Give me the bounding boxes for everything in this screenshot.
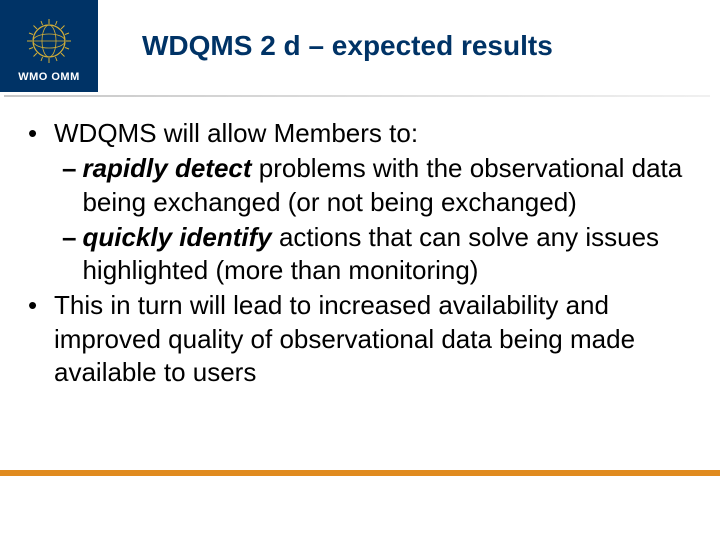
bullet-text: WDQMS will allow Members to:	[54, 117, 696, 150]
title-area: WDQMS 2 d – expected results	[98, 0, 720, 62]
bullet-text: quickly identify actions that can solve …	[82, 221, 696, 288]
wmo-emblem-icon	[23, 15, 75, 67]
wmo-logo-box: WMO OMM	[0, 0, 98, 92]
bullet-level1: • WDQMS will allow Members to:	[24, 117, 696, 150]
slide-title: WDQMS 2 d – expected results	[142, 30, 720, 62]
slide-body: • WDQMS will allow Members to: – rapidly…	[0, 97, 720, 389]
bullet-dot-icon: •	[24, 117, 54, 150]
bullet-text: This in turn will lead to increased avai…	[54, 289, 696, 389]
emphasis: rapidly detect	[82, 153, 251, 183]
bullet-level2: – rapidly detect problems with the obser…	[24, 152, 696, 219]
bullet-level1: • This in turn will lead to increased av…	[24, 289, 696, 389]
accent-bar	[0, 470, 720, 476]
bullet-level2: – quickly identify actions that can solv…	[24, 221, 696, 288]
emphasis: quickly identify	[82, 222, 271, 252]
bullet-dot-icon: •	[24, 289, 54, 389]
logo-label: WMO OMM	[18, 71, 80, 83]
bullet-dash-icon: –	[62, 152, 82, 219]
bullet-text: rapidly detect problems with the observa…	[82, 152, 696, 219]
slide-header: WMO OMM WDQMS 2 d – expected results	[0, 0, 720, 92]
bullet-dash-icon: –	[62, 221, 82, 288]
